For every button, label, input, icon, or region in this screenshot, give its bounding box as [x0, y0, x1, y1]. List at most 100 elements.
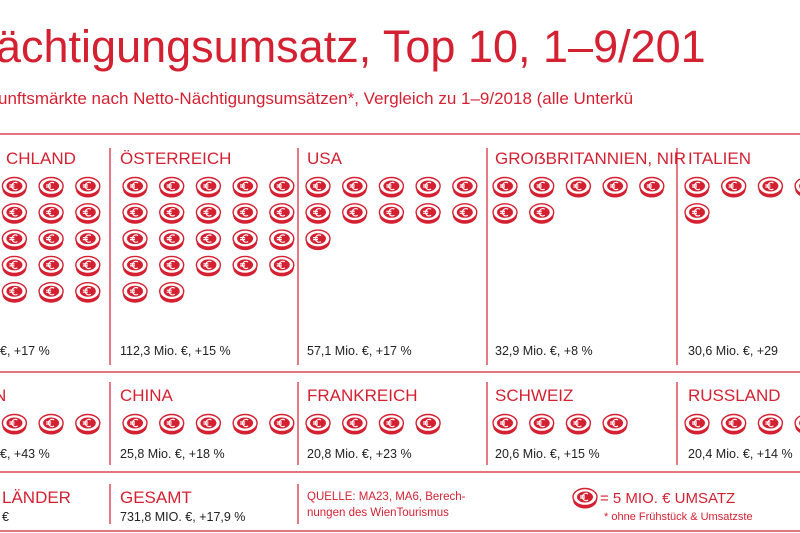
coin-inner [273, 206, 290, 218]
coin [342, 413, 368, 435]
euro-sign [46, 287, 55, 296]
coin-inner [310, 180, 326, 192]
euro-sign [500, 208, 509, 217]
euro-sign [276, 181, 286, 191]
coin-inner [689, 206, 705, 218]
coin [38, 176, 64, 198]
coin-inner [383, 417, 400, 429]
coin-inner [420, 180, 437, 192]
coin [122, 203, 148, 224]
euro-sign [82, 208, 92, 217]
euro-sign [166, 260, 176, 270]
coin [158, 413, 185, 435]
panel-label: USA [307, 149, 343, 168]
euro-sign [130, 234, 139, 243]
coin-inner [127, 233, 143, 245]
source: nungen des WienTourismus [307, 507, 449, 519]
coin [378, 176, 405, 198]
euro-sign [276, 418, 286, 428]
coin-inner [607, 180, 624, 192]
coin [529, 413, 555, 435]
coin [38, 203, 64, 224]
euro-sign [386, 181, 395, 191]
coin [75, 176, 101, 198]
coin [269, 255, 295, 277]
euro-sign [573, 181, 582, 191]
coin-inner [79, 206, 96, 218]
euro-sign [166, 234, 176, 243]
euro-sign [765, 418, 774, 428]
others-label: LÄNDER [2, 488, 71, 507]
euro-sign [500, 418, 509, 428]
coin [757, 176, 784, 198]
euro-sign [276, 234, 286, 243]
panel-label: CHINA [120, 386, 174, 405]
euro-sign [728, 418, 738, 428]
coin [305, 413, 331, 435]
coin [565, 413, 592, 435]
euro-sign [46, 418, 55, 428]
coin [158, 255, 185, 277]
coin-inner [570, 417, 587, 429]
coin [1, 176, 28, 198]
total-value: 731,8 MIO. €, +17,9 % [120, 510, 245, 524]
euro-sign [203, 234, 212, 243]
coin-inner [533, 417, 550, 429]
coin-inner [43, 417, 60, 429]
coin-inner [79, 285, 96, 297]
coin [122, 282, 148, 303]
coin-inner [200, 233, 217, 245]
coin [122, 255, 148, 277]
coin-inner [643, 180, 660, 192]
coin [75, 282, 101, 303]
euro-sign [82, 234, 92, 243]
euro-sign [765, 181, 774, 191]
euro-sign [82, 181, 92, 191]
coin [75, 229, 101, 251]
total-label: GESAMT [120, 488, 192, 507]
coin [305, 203, 331, 224]
panel-stat: 20,4 Mio. €, +14 % [688, 447, 793, 461]
euro-sign [46, 181, 55, 191]
coin-inner [43, 233, 60, 245]
euro-sign [166, 287, 176, 296]
coin-inner [6, 285, 23, 297]
coin [794, 415, 800, 433]
coin-inner [43, 206, 60, 218]
euro-sign [580, 492, 589, 502]
coin [195, 203, 222, 224]
coin-inner [420, 206, 437, 218]
coin-inner [127, 417, 143, 429]
coin-inner [43, 285, 60, 297]
coin-inner [237, 417, 254, 429]
euro-sign [692, 418, 701, 428]
coin [232, 229, 258, 251]
coin [195, 413, 222, 435]
coin-inner [346, 180, 363, 192]
euro-sign [500, 181, 509, 191]
euro-sign [82, 418, 92, 428]
euro-sign [313, 181, 322, 191]
coin-inner [6, 259, 23, 271]
coin [492, 203, 518, 224]
coin [342, 203, 368, 224]
euro-sign [313, 234, 322, 243]
euro-sign [536, 181, 546, 191]
euro-sign [9, 260, 18, 270]
coin [415, 176, 441, 198]
coin-inner [420, 417, 437, 429]
coin [75, 255, 101, 277]
coin-face [794, 415, 800, 431]
euro-sign [423, 418, 432, 428]
coin-inner [200, 259, 217, 271]
coin [378, 203, 405, 224]
euro-sign [313, 418, 322, 428]
euro-sign [276, 208, 286, 217]
coin-inner [273, 417, 290, 429]
coin-inner [533, 180, 550, 192]
coin-inner [79, 417, 96, 429]
legend: = 5 MIO. € UMSATZ [600, 490, 735, 507]
euro-sign [240, 260, 249, 270]
coin [158, 229, 185, 251]
